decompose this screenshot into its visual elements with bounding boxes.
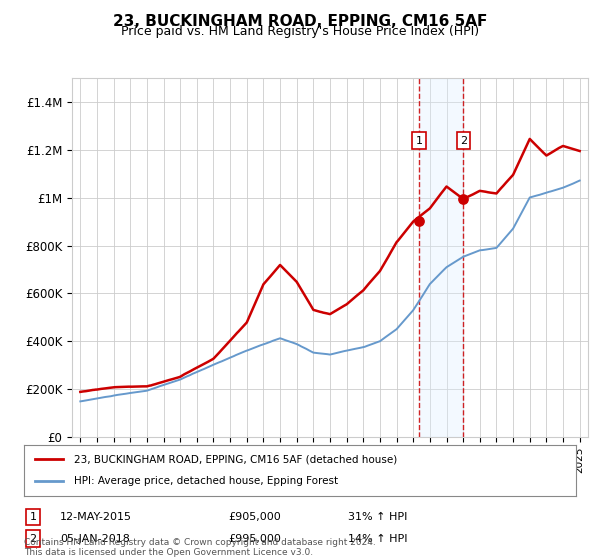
Text: 2: 2 <box>460 136 467 146</box>
Text: 23, BUCKINGHAM ROAD, EPPING, CM16 5AF: 23, BUCKINGHAM ROAD, EPPING, CM16 5AF <box>113 14 487 29</box>
Text: 2: 2 <box>29 534 37 544</box>
Text: 1: 1 <box>416 136 423 146</box>
Text: Contains HM Land Registry data © Crown copyright and database right 2024.
This d: Contains HM Land Registry data © Crown c… <box>24 538 376 557</box>
Point <box>458 194 468 203</box>
Text: 14% ↑ HPI: 14% ↑ HPI <box>348 534 407 544</box>
Text: £995,000: £995,000 <box>228 534 281 544</box>
Text: 23, BUCKINGHAM ROAD, EPPING, CM16 5AF (detached house): 23, BUCKINGHAM ROAD, EPPING, CM16 5AF (d… <box>74 454 397 464</box>
Text: 31% ↑ HPI: 31% ↑ HPI <box>348 512 407 522</box>
Bar <box>419 78 463 437</box>
Text: 12-MAY-2015: 12-MAY-2015 <box>60 512 132 522</box>
Text: HPI: Average price, detached house, Epping Forest: HPI: Average price, detached house, Eppi… <box>74 477 338 487</box>
Text: £905,000: £905,000 <box>228 512 281 522</box>
Text: 1: 1 <box>29 512 37 522</box>
Point <box>415 216 424 225</box>
Text: Price paid vs. HM Land Registry's House Price Index (HPI): Price paid vs. HM Land Registry's House … <box>121 25 479 38</box>
Text: 05-JAN-2018: 05-JAN-2018 <box>60 534 130 544</box>
